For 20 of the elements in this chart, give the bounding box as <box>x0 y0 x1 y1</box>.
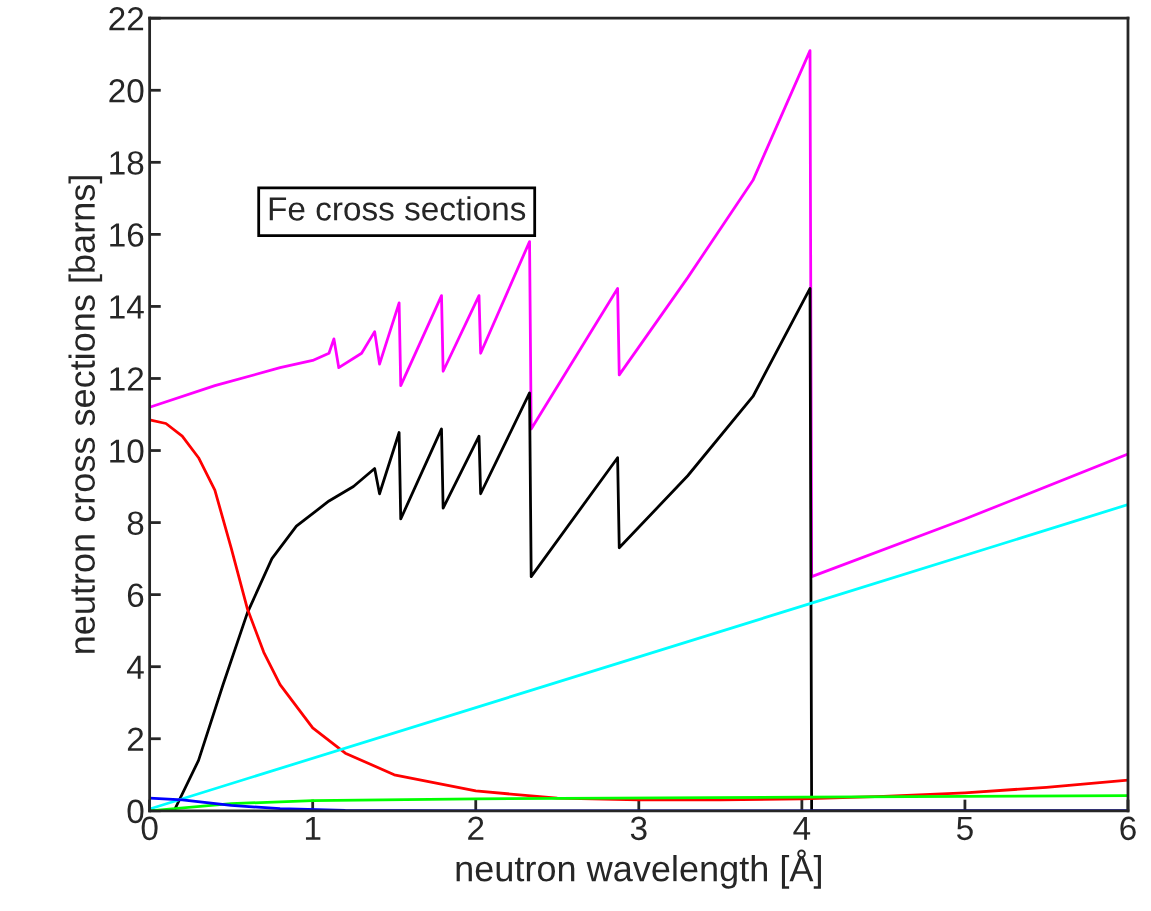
x-tick-label: 3 <box>630 816 647 841</box>
y-tick-label: 18 <box>110 151 144 175</box>
y-tick-label: 20 <box>109 79 144 103</box>
y-tick-label: 16 <box>110 223 144 247</box>
x-tick-label: 1 <box>305 816 321 840</box>
x-axis-title: neutron wavelength [Å] <box>456 849 821 889</box>
y-tick-label: 12 <box>110 367 144 391</box>
y-tick-label: 10 <box>110 439 144 463</box>
x-tick-label: 6 <box>1120 816 1136 841</box>
y-tick-label: 6 <box>127 583 144 608</box>
y-tick-label: 2 <box>127 727 144 751</box>
y-tick-label: 4 <box>127 655 144 679</box>
y-tick-label: 22 <box>109 7 144 31</box>
y-axis-title: neutron cross sections [barns] <box>68 176 103 653</box>
x-tick-label: 5 <box>956 816 973 841</box>
y-tick-label: 8 <box>127 511 144 535</box>
x-tick-label: 2 <box>468 816 484 840</box>
x-tick-label: 4 <box>793 816 811 840</box>
annotation: Fe cross sections <box>269 196 526 221</box>
y-tick-label: 14 <box>110 295 144 319</box>
